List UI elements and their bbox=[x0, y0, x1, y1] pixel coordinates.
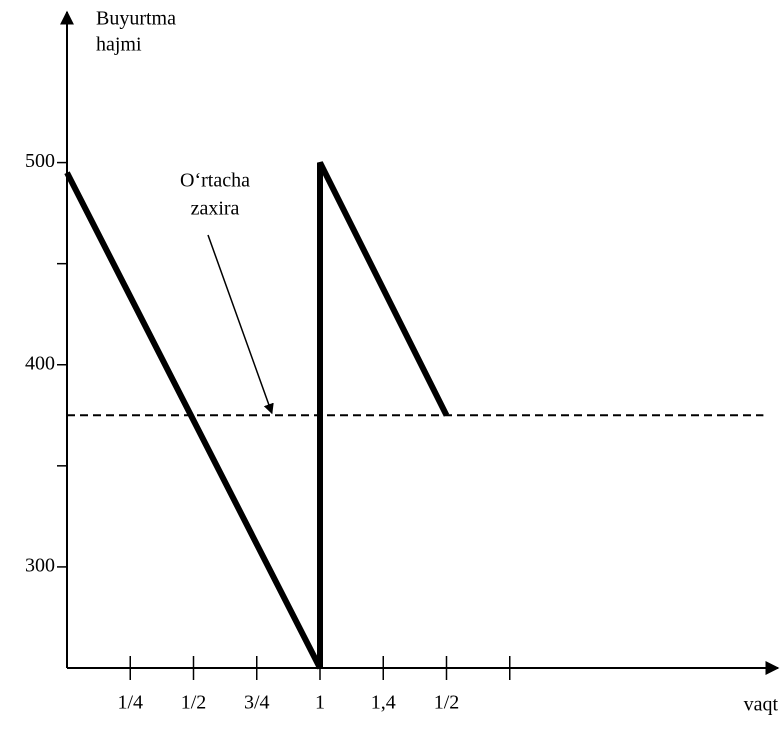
x-tick-label: 1 bbox=[315, 692, 325, 714]
x-tick-label: 1/2 bbox=[181, 692, 207, 714]
y-tick-label: 500 bbox=[25, 150, 55, 172]
annotation: zaxira bbox=[191, 198, 240, 220]
x-tick-label: 3/4 bbox=[244, 692, 270, 714]
y-axis-label: hajmi bbox=[96, 34, 142, 56]
x-axis-label: vaqt bbox=[744, 694, 779, 716]
annotation-arrow bbox=[207, 234, 274, 415]
y-tick-label: 300 bbox=[25, 555, 55, 577]
inventory-line bbox=[64, 161, 450, 670]
y-tick-label: 400 bbox=[25, 352, 55, 374]
x-tick-label: 1,4 bbox=[371, 692, 396, 714]
x-tick-label: 1/2 bbox=[434, 692, 460, 714]
x-tick-label: 1/4 bbox=[117, 692, 143, 714]
annotation: O‘rtacha bbox=[180, 170, 250, 192]
y-axis-label: Buyurtma bbox=[96, 8, 176, 30]
